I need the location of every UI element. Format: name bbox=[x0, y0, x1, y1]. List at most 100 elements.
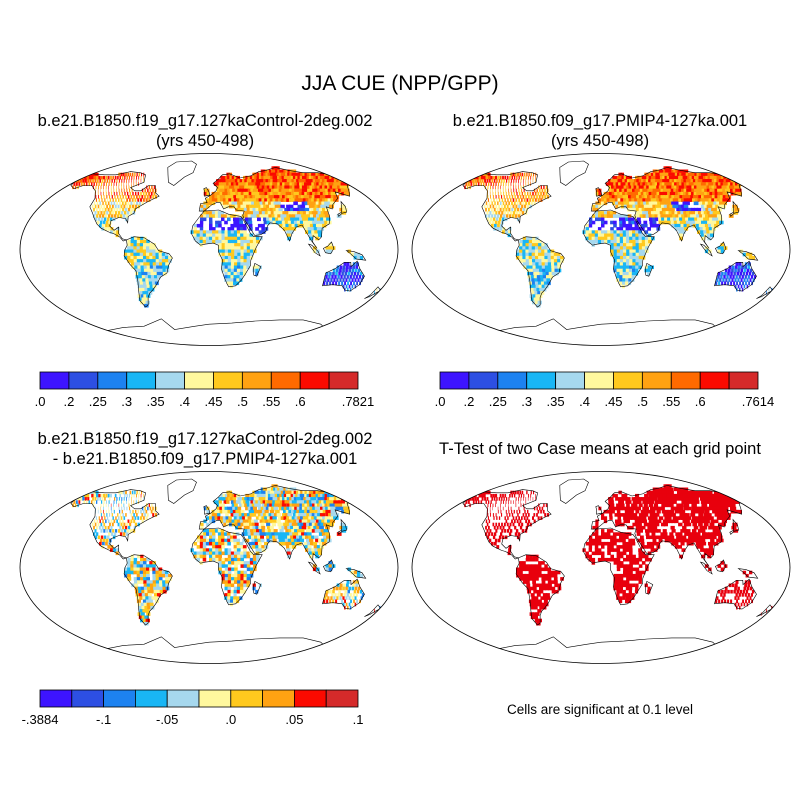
grid-cell bbox=[230, 236, 235, 241]
grid-cell bbox=[661, 198, 666, 202]
grid-cell bbox=[499, 227, 503, 231]
grid-cell bbox=[239, 519, 244, 524]
coastline-newzealand bbox=[364, 604, 383, 617]
grid-cell bbox=[315, 538, 320, 543]
grid-cell bbox=[311, 230, 316, 234]
grid-cell bbox=[227, 557, 232, 562]
grid-cell bbox=[333, 278, 336, 282]
grid-cell bbox=[224, 551, 229, 556]
grid-cell bbox=[152, 580, 157, 584]
grid-cell bbox=[229, 175, 233, 180]
grid-cell bbox=[613, 252, 618, 257]
grid-cell bbox=[156, 265, 160, 270]
grid-cell bbox=[491, 220, 495, 225]
grid-cell bbox=[233, 513, 237, 517]
grid-cell bbox=[546, 195, 549, 199]
grid-cell bbox=[721, 497, 729, 501]
grid-cell bbox=[152, 577, 157, 581]
grid-cell bbox=[143, 493, 144, 498]
grid-cell bbox=[126, 185, 127, 190]
grid-cell bbox=[99, 541, 102, 546]
panel3-title: b.e21.B1850.f19_g17.127kaControl-2deg.00… bbox=[37, 430, 373, 448]
grid-cell bbox=[224, 577, 229, 581]
grid-cell bbox=[595, 211, 599, 215]
grid-cell bbox=[496, 179, 498, 183]
grid-cell bbox=[127, 249, 131, 254]
grid-cell bbox=[130, 513, 133, 517]
grid-cell bbox=[509, 493, 511, 498]
grid-cell bbox=[147, 287, 152, 292]
grid-cell bbox=[488, 214, 491, 218]
grid-cell bbox=[323, 204, 329, 209]
grid-cell bbox=[211, 529, 216, 533]
grid-cell bbox=[248, 223, 253, 228]
grid-cell bbox=[97, 191, 99, 196]
grid-cell bbox=[484, 497, 486, 501]
grid-cell bbox=[680, 191, 686, 196]
grid-cell bbox=[146, 557, 150, 562]
grid-cell bbox=[544, 243, 548, 247]
grid-cell bbox=[224, 493, 229, 498]
grid-cell bbox=[619, 249, 624, 254]
grid-cell bbox=[551, 271, 556, 276]
grid-cell bbox=[514, 490, 517, 495]
grid-cell bbox=[636, 497, 641, 501]
grid-cell bbox=[250, 532, 255, 536]
grid-cell bbox=[279, 487, 286, 492]
grid-cell bbox=[133, 564, 137, 568]
grid-cell bbox=[256, 179, 261, 183]
grid-cell bbox=[499, 207, 502, 212]
grid-cell bbox=[266, 535, 271, 540]
grid-cell bbox=[328, 275, 331, 279]
grid-cell bbox=[492, 175, 495, 180]
grid-cell bbox=[242, 227, 247, 231]
grid-cell bbox=[501, 179, 503, 183]
grid-cell bbox=[276, 513, 282, 517]
grid-cell bbox=[97, 211, 100, 215]
grid-cell bbox=[203, 214, 207, 218]
grid-cell bbox=[671, 195, 676, 199]
grid-cell bbox=[669, 204, 674, 209]
grid-cell bbox=[267, 497, 273, 501]
grid-cell bbox=[236, 230, 241, 234]
grid-cell bbox=[296, 497, 302, 501]
grid-cell bbox=[159, 583, 163, 588]
grid-cell bbox=[205, 239, 210, 244]
grid-cell bbox=[632, 262, 636, 266]
grid-cell bbox=[742, 271, 745, 276]
grid-cell bbox=[209, 519, 213, 524]
grid-cell bbox=[117, 195, 119, 199]
grid-cell bbox=[643, 220, 648, 225]
grid-cell bbox=[606, 509, 610, 514]
grid-cell bbox=[720, 500, 727, 504]
grid-cell bbox=[249, 525, 254, 530]
grid-cell bbox=[221, 230, 225, 234]
grid-cell bbox=[286, 233, 291, 238]
grid-cell bbox=[622, 195, 627, 199]
grid-cell bbox=[741, 265, 744, 270]
grid-cell bbox=[261, 529, 266, 533]
grid-cell bbox=[704, 223, 710, 228]
grid-cell bbox=[635, 233, 639, 238]
grid-cell bbox=[643, 497, 648, 501]
grid-cell bbox=[119, 519, 121, 524]
grid-cell bbox=[231, 561, 235, 565]
grid-cell bbox=[268, 519, 273, 524]
grid-cell bbox=[249, 513, 254, 517]
grid-cell bbox=[298, 214, 303, 218]
grid-cell bbox=[646, 509, 651, 514]
grid-cell bbox=[656, 509, 661, 514]
grid-cell bbox=[128, 179, 130, 183]
grid-cell bbox=[267, 529, 272, 533]
grid-cell bbox=[629, 262, 633, 266]
grid-cell bbox=[286, 522, 291, 527]
grid-cell bbox=[240, 557, 244, 562]
grid-cell bbox=[502, 214, 506, 218]
grid-cell bbox=[303, 220, 308, 225]
grid-cell bbox=[493, 179, 496, 183]
grid-cell bbox=[243, 207, 248, 212]
grid-cell bbox=[255, 207, 260, 212]
grid-cell bbox=[254, 175, 259, 180]
grid-cell bbox=[335, 599, 338, 604]
grid-cell bbox=[695, 195, 701, 199]
